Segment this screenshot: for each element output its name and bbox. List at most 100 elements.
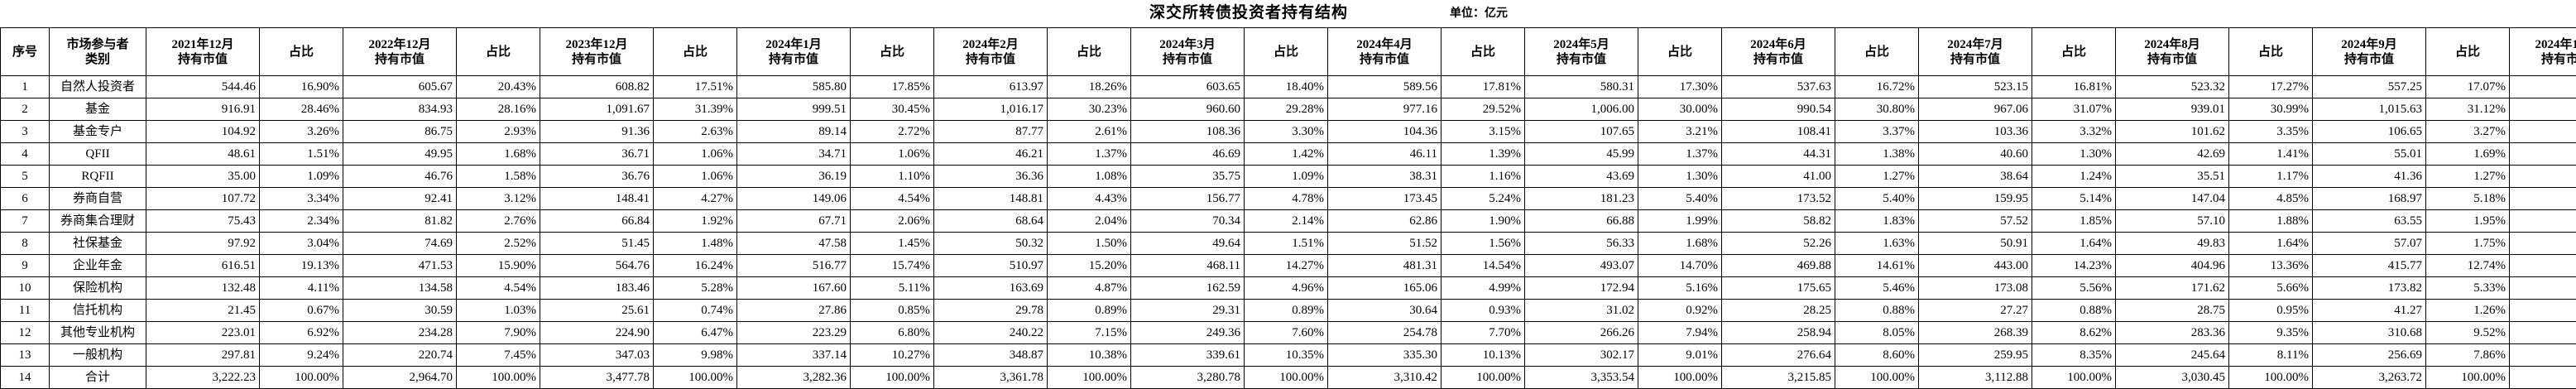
cell-pct: 0.67% xyxy=(260,300,343,322)
cell-pct: 17.81% xyxy=(1442,76,1525,98)
cell-pct: 4.43% xyxy=(1048,188,1131,210)
cell-pct: 29.28% xyxy=(1245,98,1328,121)
cell-pct: 3.04% xyxy=(260,233,343,255)
cell-pct: 1.85% xyxy=(2032,210,2116,233)
cell-pct: 30.99% xyxy=(2229,98,2313,121)
cell-pct: 0.74% xyxy=(654,300,737,322)
cell-value: 27.27 xyxy=(1919,300,2032,322)
cell-pct: 17.85% xyxy=(851,76,934,98)
cell-value: 234.28 xyxy=(343,322,457,344)
row-category: 信托机构 xyxy=(50,300,146,322)
cell-pct: 16.81% xyxy=(2032,76,2116,98)
cell-pct: 2.93% xyxy=(457,121,540,143)
cell-value: 258.94 xyxy=(1722,322,1835,344)
cell-pct: 7.94% xyxy=(1638,322,1722,344)
cell-value: 276.64 xyxy=(1722,344,1835,367)
cell-value: 147.04 xyxy=(2116,188,2229,210)
cell-value: 86.75 xyxy=(343,121,457,143)
cell-pct: 31.39% xyxy=(654,98,737,121)
cell-pct: 3.12% xyxy=(457,188,540,210)
cell-pct: 2.63% xyxy=(654,121,737,143)
header-period-label: 2024年4月 xyxy=(1331,37,1437,52)
header-value-label: 持有市值 xyxy=(347,52,453,67)
header-period-label: 2024年2月 xyxy=(938,37,1043,52)
cell-pct: 1.27% xyxy=(2426,166,2510,188)
cell-value: 3,310.42 xyxy=(1328,367,1442,389)
cell-pct: 5.28% xyxy=(654,277,737,300)
cell-value: 3,353.54 xyxy=(1525,367,1638,389)
cell-pct: 4.54% xyxy=(457,277,540,300)
cell-pct: 2.61% xyxy=(1048,121,1131,143)
cell-value: 56.33 xyxy=(1525,233,1638,255)
cell-value: 92.41 xyxy=(343,188,457,210)
header-pct-label: 占比 xyxy=(2430,45,2506,60)
cell-pct: 14.27% xyxy=(1245,255,1328,277)
cell-pct: 1.39% xyxy=(1442,143,1525,166)
cell-value: 613.97 xyxy=(934,76,1048,98)
cell-pct: 1.30% xyxy=(1638,166,1722,188)
cell-value: 51.45 xyxy=(540,233,654,255)
cell-value: 28.25 xyxy=(1722,300,1835,322)
row-category: 基金专户 xyxy=(50,121,146,143)
cell-pct: 1.06% xyxy=(654,143,737,166)
cell-pct: 8.11% xyxy=(2229,344,2313,367)
cell-pct: 9.24% xyxy=(260,344,343,367)
cell-value: 3,361.78 xyxy=(934,367,1048,389)
cell-value: 34.71 xyxy=(737,143,851,166)
cell-value: 46.76 xyxy=(343,166,457,188)
header-period-label: 2024年9月 xyxy=(2316,37,2422,52)
header-value-11: 2024年8月持有市值 xyxy=(2116,28,2229,76)
cell-pct: 100.00% xyxy=(1835,367,1919,389)
cell-value: 3,263.72 xyxy=(2313,367,2426,389)
cell-value: 55.01 xyxy=(2313,143,2426,166)
cell-pct: 28.46% xyxy=(260,98,343,121)
cell-value: 335.30 xyxy=(1328,344,1442,367)
cell-value: 245.64 xyxy=(2116,344,2229,367)
cell-pct: 4.11% xyxy=(260,277,343,300)
cell-value: 967.06 xyxy=(1919,98,2032,121)
row-index: 2 xyxy=(1,98,50,121)
cell-value: 834.93 xyxy=(343,98,457,121)
cell-pct: 1.09% xyxy=(260,166,343,188)
header-period-label: 2024年1月 xyxy=(741,37,847,52)
cell-pct: 2.04% xyxy=(1048,210,1131,233)
cell-value: 107.65 xyxy=(1525,121,1638,143)
header-pct-4: 占比 xyxy=(851,28,934,76)
cell-pct: 0.93% xyxy=(1442,300,1525,322)
cell-pct: 1.37% xyxy=(1638,143,1722,166)
row-index: 6 xyxy=(1,188,50,210)
cell-pct: 5.24% xyxy=(1442,188,1525,210)
row-category: 基金 xyxy=(50,98,146,121)
cell-pct: 2.52% xyxy=(457,233,540,255)
row-index: 8 xyxy=(1,233,50,255)
header-category-line2: 类别 xyxy=(53,52,142,67)
cell-value: 3,215.85 xyxy=(1722,367,1835,389)
cell-value: 68.64 xyxy=(934,210,1048,233)
header-pct-7: 占比 xyxy=(1442,28,1525,76)
cell-pct: 100.00% xyxy=(851,367,934,389)
row-category: 券商自营 xyxy=(50,188,146,210)
cell-pct: 1.30% xyxy=(2032,143,2116,166)
cell-value: 159.95 xyxy=(1919,188,2032,210)
cell-value: 36.36 xyxy=(934,166,1048,188)
cell-value: 256.69 xyxy=(2313,344,2426,367)
header-pct-10: 占比 xyxy=(2032,28,2116,76)
cell-value: 41.36 xyxy=(2313,166,2426,188)
cell-pct: 1.64% xyxy=(2032,233,2116,255)
cell-value: 50.91 xyxy=(1919,233,2032,255)
cell-value: 428.28 xyxy=(2510,255,2576,277)
cell-value: 173.08 xyxy=(1919,277,2032,300)
cell-value: 91.36 xyxy=(540,121,654,143)
header-value-label: 持有市值 xyxy=(2119,52,2225,67)
title-strip: 深交所转债投资者持有结构 单位：亿元 xyxy=(0,0,2576,27)
spreadsheet-sheet: 深交所转债投资者持有结构 单位：亿元 序号 市场参与者 类别 2021年12月持… xyxy=(0,0,2576,381)
cell-value: 3,030.45 xyxy=(2116,367,2229,389)
cell-value: 25.61 xyxy=(540,300,654,322)
cell-pct: 2.14% xyxy=(1245,210,1328,233)
cell-value: 246.59 xyxy=(2510,344,2576,367)
